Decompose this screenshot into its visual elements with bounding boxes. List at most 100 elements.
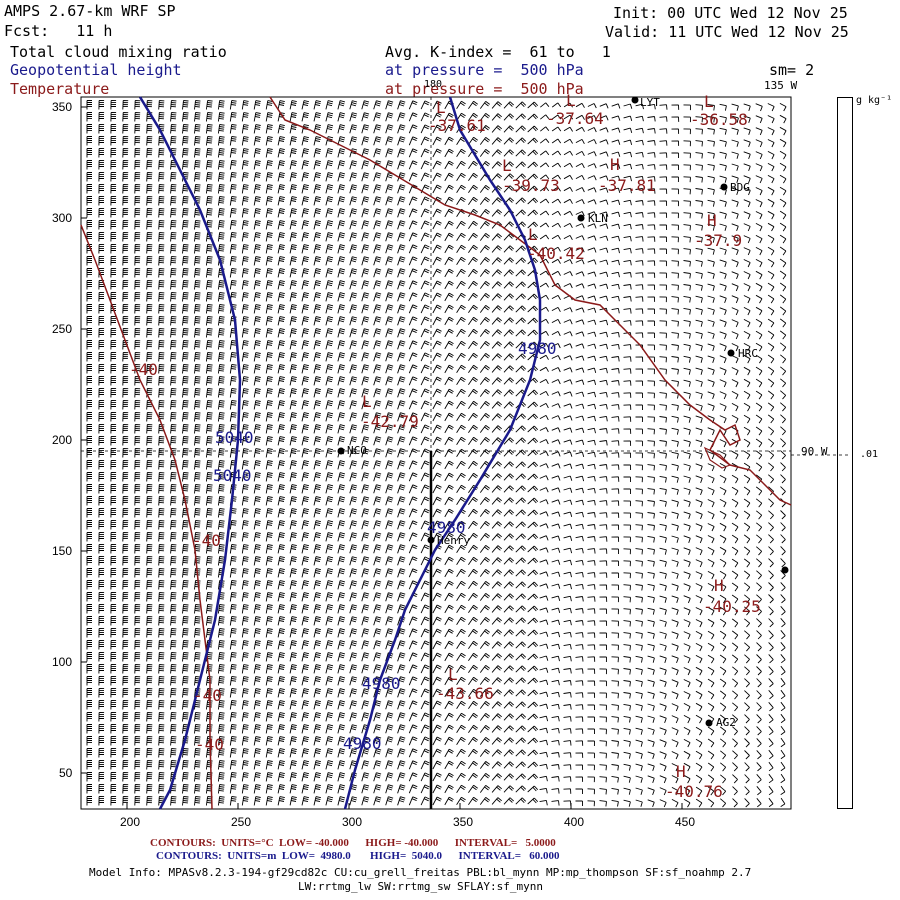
wind-barb <box>277 184 285 194</box>
wind-barb <box>134 280 141 290</box>
wind-barb <box>647 775 655 784</box>
wind-barb <box>563 668 572 674</box>
wind-barb <box>647 164 656 170</box>
wind-barb <box>515 737 527 745</box>
wind-barb <box>432 640 442 650</box>
wind-barb <box>551 547 561 553</box>
wind-barb <box>134 196 141 206</box>
wind-barb <box>756 666 762 676</box>
wind-barb <box>325 496 334 506</box>
wind-barb <box>110 220 117 230</box>
wind-barb <box>325 616 334 626</box>
wind-barb <box>134 424 141 434</box>
wind-barb <box>635 236 644 242</box>
wind-barb <box>719 666 727 676</box>
wind-barb <box>575 235 585 241</box>
wind-barb <box>420 256 430 266</box>
wind-barb <box>325 688 334 698</box>
wind-barb <box>695 619 703 628</box>
height-contour-4980 <box>343 96 542 810</box>
wind-barb <box>229 556 237 566</box>
wind-barb <box>647 260 656 266</box>
wind-barb <box>205 172 213 182</box>
wind-barb <box>635 476 643 483</box>
wind-barb <box>170 436 177 446</box>
wind-barb <box>337 640 346 650</box>
wind-barb <box>503 557 515 565</box>
wind-barb <box>265 448 273 458</box>
wind-barb <box>301 556 309 566</box>
wind-barb <box>456 760 466 770</box>
wind-barb <box>444 676 454 686</box>
wind-barb <box>456 520 466 530</box>
wind-barb <box>98 280 105 290</box>
wind-barb <box>241 280 249 290</box>
wind-barb <box>551 691 560 698</box>
wind-barb <box>731 295 739 304</box>
wind-barb <box>205 412 213 422</box>
wind-barb <box>468 460 478 469</box>
wind-barb <box>205 124 213 134</box>
wind-barb <box>289 736 297 746</box>
wind-barb <box>779 186 787 196</box>
wind-barb <box>756 762 762 772</box>
wind-barb <box>659 248 667 254</box>
wind-barb <box>134 412 141 422</box>
wind-barb <box>587 512 596 518</box>
wind-barb <box>397 244 406 254</box>
wind-barb <box>611 392 620 398</box>
wind-barb <box>779 150 787 160</box>
wind-barb <box>241 604 249 614</box>
wind-barb <box>527 605 539 613</box>
wind-barb <box>623 572 631 579</box>
wind-barb <box>744 690 750 700</box>
wind-barb <box>539 198 550 204</box>
wind-barb <box>301 436 309 446</box>
wind-barb <box>539 499 549 505</box>
wind-barb <box>671 535 679 543</box>
wind-barb <box>349 208 358 218</box>
wind-barb <box>683 116 691 123</box>
wind-barb <box>301 772 309 782</box>
wind-barb <box>432 160 442 170</box>
wind-barb <box>515 341 527 349</box>
wind-barb <box>755 462 763 472</box>
wind-barb <box>515 377 527 385</box>
wind-barb <box>241 760 249 770</box>
wind-barb <box>325 232 334 242</box>
wind-barb <box>635 560 643 567</box>
wind-barb <box>491 797 502 805</box>
wind-barb <box>397 304 406 314</box>
wind-barb <box>719 487 727 496</box>
wind-barb <box>313 652 321 662</box>
wind-barb <box>325 292 334 302</box>
wind-barb <box>241 496 249 506</box>
wind-barb <box>491 485 502 493</box>
wind-barb <box>707 379 715 388</box>
wind-barb <box>158 772 165 782</box>
wind-barb <box>768 785 774 796</box>
wind-barb <box>456 280 466 290</box>
wind-barb <box>768 426 775 436</box>
wind-barb <box>432 112 442 122</box>
temp-extremum-value: -42.79 <box>361 412 419 431</box>
wind-barb <box>420 100 430 110</box>
wind-barb <box>755 498 763 508</box>
wind-barb <box>732 702 739 712</box>
wind-barb <box>289 244 297 254</box>
wind-barb <box>515 581 527 589</box>
wind-barb <box>527 437 539 445</box>
wind-barb <box>325 628 334 638</box>
wind-barb <box>205 304 213 314</box>
wind-barb <box>301 100 309 110</box>
wind-barb <box>744 738 750 748</box>
wind-barb <box>575 752 584 758</box>
wind-barb <box>707 104 715 111</box>
wind-barb <box>420 616 430 626</box>
wind-barb <box>539 174 550 180</box>
wind-barb <box>659 296 667 303</box>
wind-barb <box>695 307 703 315</box>
wind-barb <box>539 511 549 517</box>
wind-barb <box>373 784 382 794</box>
wind-barb <box>623 380 632 386</box>
